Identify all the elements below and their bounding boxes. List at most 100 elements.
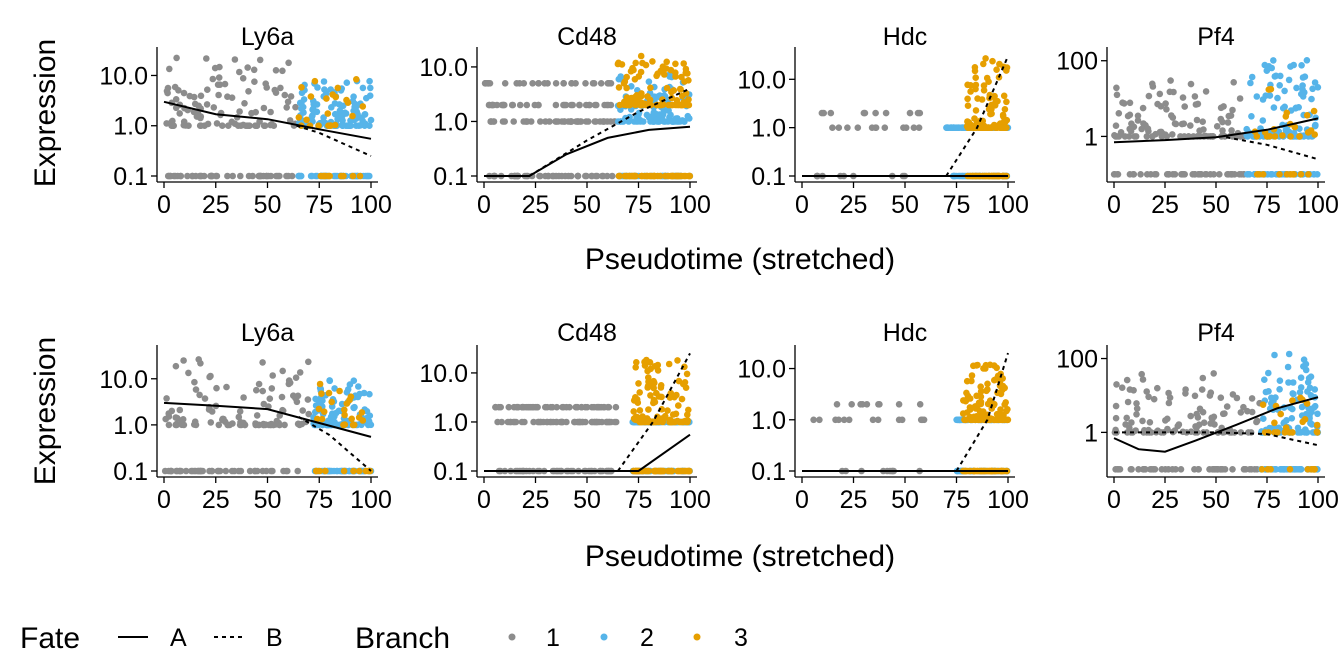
fate-b-curve — [296, 124, 372, 157]
branch-2-point — [332, 172, 339, 180]
branch-3-point — [666, 467, 673, 475]
branch-1-point — [197, 360, 204, 367]
branch-2-point — [1287, 63, 1294, 70]
branch-1-point — [1158, 429, 1165, 436]
branch-1-point — [251, 78, 258, 85]
branch-1-point — [169, 122, 176, 129]
branch-1-point — [561, 101, 568, 109]
branch-1-point — [164, 172, 172, 180]
branch-2-point — [635, 111, 642, 119]
branch-1-point — [1230, 79, 1237, 86]
branch-3-point — [1281, 429, 1289, 436]
branch-1-point — [284, 98, 292, 106]
branch-1-point — [241, 100, 248, 107]
branch-1-point — [1236, 95, 1244, 102]
branch-3-point — [663, 84, 671, 92]
y-tick-label: 0.1 — [751, 163, 786, 191]
branch-2-point — [298, 89, 306, 97]
branch-1-point — [161, 467, 169, 475]
branch-2-point — [1272, 466, 1279, 473]
branch-1-point — [249, 172, 256, 180]
branch-2-point — [343, 79, 351, 86]
branch-3-point — [303, 116, 310, 124]
branch-1-point — [558, 418, 565, 426]
branch-3-point — [356, 172, 364, 180]
x-tick-label: 100 — [669, 191, 711, 219]
branch-1-point — [180, 357, 187, 364]
branch-1-point — [221, 418, 229, 426]
branch-2-point — [351, 103, 358, 111]
branch-2-point — [1285, 76, 1293, 84]
branch-1-point — [1113, 381, 1120, 388]
branch-1-point — [1209, 466, 1216, 473]
branch-1-point — [189, 172, 196, 180]
branch-1-point — [172, 104, 180, 112]
branch-2-point — [1307, 420, 1314, 427]
y-tick-label: 1.0 — [751, 407, 786, 435]
x-tick-label: 0 — [477, 191, 491, 219]
branch-1-point — [529, 80, 536, 87]
branch-2-point — [1270, 57, 1277, 64]
branch-3-point — [631, 172, 638, 180]
branch-1-point — [1158, 466, 1166, 473]
branch-3-point — [977, 393, 985, 401]
branch-1-point — [1112, 414, 1120, 422]
x-axis-title-row2: Pseudotime (stretched) — [585, 540, 895, 573]
branch-3-point — [1000, 92, 1008, 100]
branch-3-point — [1003, 407, 1010, 415]
branch-1-point — [1207, 420, 1214, 427]
branch-1-point — [916, 401, 924, 408]
x-tick-label: 100 — [1297, 191, 1339, 219]
branch-2-point — [359, 84, 367, 92]
branch-3-point — [685, 467, 693, 475]
branch-3-point — [961, 416, 968, 424]
branch-3-point — [996, 60, 1003, 68]
points — [810, 361, 1012, 475]
branch-3-point — [673, 391, 680, 399]
branch-2-point — [664, 118, 672, 125]
branch-1-point — [231, 56, 239, 63]
branch-1-point — [248, 109, 255, 117]
y-tick-label: 10.0 — [419, 360, 468, 388]
branch-2-point — [1248, 73, 1256, 81]
branch-1-point — [494, 418, 501, 426]
branch-2-point — [1296, 389, 1304, 396]
branch-1-point — [1196, 405, 1204, 413]
branch-1-point — [1194, 414, 1202, 421]
branch-1-point — [224, 172, 231, 180]
branch-3-point — [670, 87, 678, 94]
branch-3-point — [993, 416, 1001, 424]
branch-1-point — [180, 89, 188, 97]
branch-1-point — [1194, 100, 1202, 108]
branch-3-point — [980, 82, 988, 89]
branch-1-point — [1182, 390, 1189, 397]
branch-1-point — [1169, 114, 1177, 121]
branch-1-point — [174, 414, 181, 422]
legend-branch-3-label: 3 — [734, 624, 748, 652]
y-tick-label: 0.1 — [113, 163, 148, 191]
branch-1-point — [277, 84, 284, 92]
branch-3-point — [637, 101, 644, 109]
branch-1-point — [268, 120, 276, 128]
branch-1-point — [872, 109, 879, 117]
branch-1-point — [1129, 171, 1137, 178]
x-tick-label: 0 — [477, 486, 491, 514]
x-tick-label: 25 — [522, 486, 550, 514]
branch-3-point — [656, 172, 664, 180]
branch-1-point — [1180, 120, 1188, 127]
branch-3-point — [980, 87, 988, 94]
branch-1-point — [281, 421, 288, 429]
y-tick-label: 1 — [1084, 419, 1098, 447]
branch-2-point — [1266, 92, 1274, 99]
y-tick-label: 100 — [1056, 48, 1098, 76]
branch-1-point — [1221, 410, 1228, 417]
branch-3-point — [647, 392, 654, 399]
branch-1-point — [305, 358, 312, 366]
branch-1-point — [262, 80, 270, 87]
branch-1-point — [898, 416, 906, 424]
branch-1-point — [835, 416, 842, 424]
branch-1-point — [299, 407, 307, 414]
branch-1-point — [605, 80, 612, 87]
branch-3-point — [316, 467, 323, 475]
branch-1-point — [1143, 388, 1150, 395]
